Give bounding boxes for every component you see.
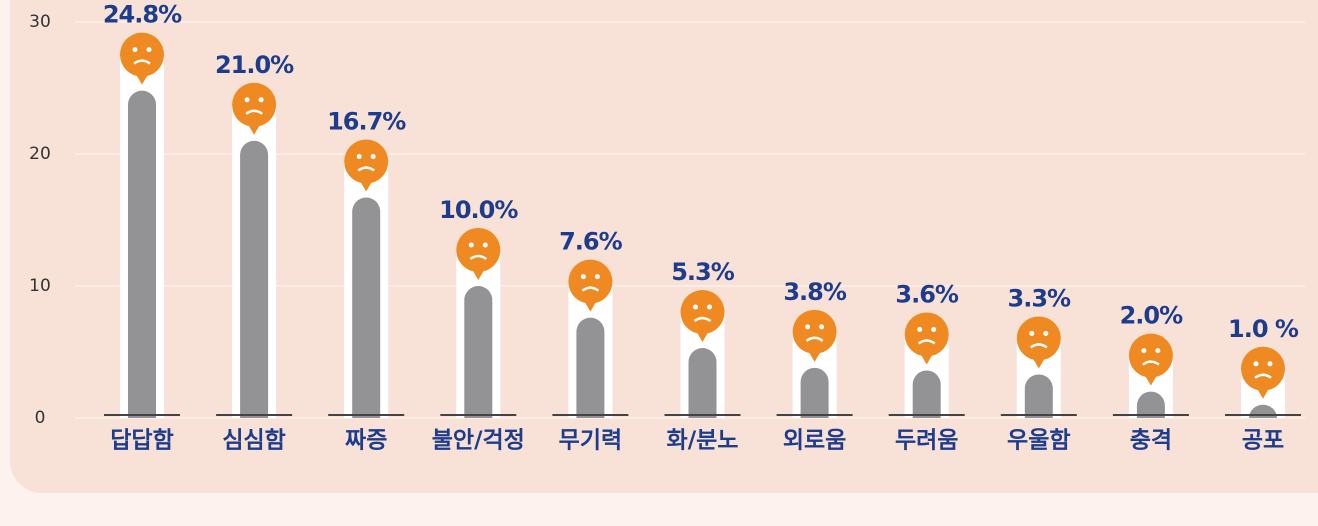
y-tick-label: 0 xyxy=(35,408,46,428)
bar xyxy=(1024,374,1053,418)
emoji-eye xyxy=(370,154,376,160)
bar xyxy=(688,348,717,418)
emoji-eye xyxy=(917,326,923,332)
emoji xyxy=(1241,346,1285,391)
value-label: 1.0 % xyxy=(1228,315,1299,343)
emoji-mouth xyxy=(805,336,824,342)
emoji-mouth xyxy=(357,166,375,172)
emoji xyxy=(904,312,949,357)
emoji-mouth xyxy=(581,286,600,292)
bar xyxy=(912,370,941,418)
emoji-mouth xyxy=(1254,373,1272,379)
x-tick-label: 충격 xyxy=(1130,428,1172,454)
panel xyxy=(10,0,1318,493)
emoji-eye xyxy=(468,242,474,248)
x-tick-label: 무기력 xyxy=(559,428,622,454)
emoji-eye xyxy=(1043,330,1049,336)
emoji-eye xyxy=(258,97,264,103)
emoji-eye xyxy=(1029,330,1035,336)
emoji-mouth xyxy=(1142,360,1160,366)
emoji-mouth xyxy=(245,109,263,115)
emoji xyxy=(232,82,277,127)
emoji xyxy=(456,228,501,272)
bar xyxy=(464,286,493,418)
emoji-mouth xyxy=(917,339,936,345)
y-tick-label: 20 xyxy=(29,144,51,164)
emoji-eye xyxy=(1141,348,1147,354)
emoji-eye xyxy=(244,97,250,103)
x-tick-label: 심심함 xyxy=(222,428,285,454)
x-tick-label: 외로움 xyxy=(783,428,846,454)
emoji xyxy=(792,309,837,354)
emoji-eye xyxy=(1155,348,1161,354)
emoji-eye xyxy=(580,274,586,280)
value-label: 7.6% xyxy=(559,228,623,256)
emoji-eye xyxy=(482,242,488,248)
emoji-eye xyxy=(146,47,152,53)
value-label: 3.6% xyxy=(895,280,959,308)
emoji-eye xyxy=(693,304,698,310)
value-label: 21.0% xyxy=(215,51,294,79)
y-tick-label: 10 xyxy=(29,276,51,296)
emoji-eye xyxy=(707,304,712,310)
bar xyxy=(352,197,381,418)
emoji xyxy=(568,259,613,304)
value-label: 5.3% xyxy=(671,258,735,286)
x-tick-label: 두려움 xyxy=(895,428,958,454)
x-tick-label: 짜증 xyxy=(345,428,387,454)
value-label: 2.0% xyxy=(1120,302,1184,330)
emoji-eye xyxy=(1267,361,1273,367)
emoji-mouth xyxy=(133,59,151,65)
emoji-eye xyxy=(594,274,600,280)
emoji xyxy=(120,32,164,77)
x-tick-label: 화/분노 xyxy=(667,428,739,454)
bar xyxy=(240,140,269,419)
emoji xyxy=(680,290,725,335)
value-label: 3.3% xyxy=(1008,284,1072,312)
bar xyxy=(128,90,156,418)
emoji xyxy=(1128,333,1173,378)
value-label: 10.0% xyxy=(439,196,518,224)
value-label: 24.8% xyxy=(103,1,182,29)
bar xyxy=(800,367,829,418)
emoji xyxy=(1016,316,1061,361)
bar xyxy=(576,317,605,418)
emoji-eye xyxy=(132,47,138,53)
bar xyxy=(1136,391,1165,418)
x-tick-label: 공포 xyxy=(1242,428,1284,454)
y-tick-label: 30 xyxy=(29,12,51,32)
x-tick-label: 우울함 xyxy=(1007,428,1070,454)
emoji-mouth xyxy=(469,254,488,261)
emoji-mouth xyxy=(1030,343,1048,349)
value-label: 16.7% xyxy=(327,108,406,136)
value-label: 3.8% xyxy=(783,278,847,306)
emoji xyxy=(344,139,389,184)
emoji-mouth xyxy=(693,316,712,323)
emoji-eye xyxy=(805,324,811,330)
emoji-eye xyxy=(819,324,825,330)
x-tick-label: 답답함 xyxy=(110,428,173,454)
emoji-eye xyxy=(931,326,937,332)
x-tick-label: 불안/걱정 xyxy=(432,428,525,454)
emoji-eye xyxy=(356,154,362,160)
emoji-eye xyxy=(1253,361,1259,367)
